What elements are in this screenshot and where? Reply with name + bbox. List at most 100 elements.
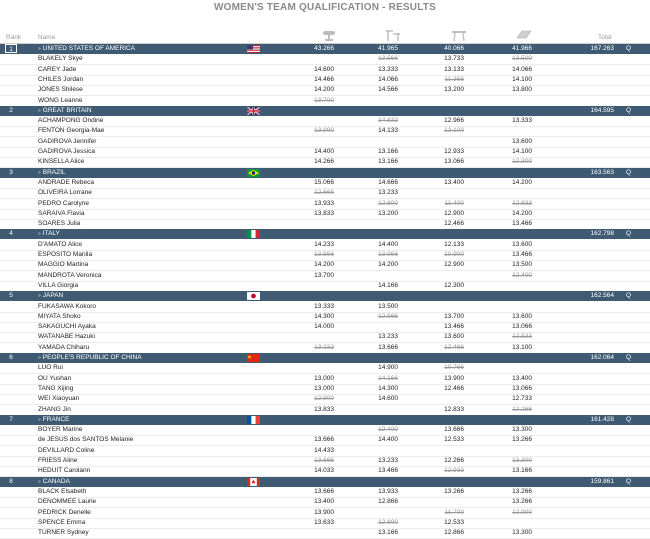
score-cell: 13.200 xyxy=(444,86,464,94)
athlete-row[interactable]: TURNER Sydney 13.166 12.866 13.300 xyxy=(0,528,650,539)
score-cell: 12.566 xyxy=(378,312,398,320)
score-cell: 14.566 xyxy=(378,86,398,94)
athlete-row[interactable]: GADIROVA Jessica 14.400 13.166 12.933 14.100 xyxy=(0,147,650,158)
team-total: 159.861 xyxy=(590,477,615,485)
athlete-name: LUO Rui xyxy=(38,364,63,372)
score-cell: 12.533 xyxy=(512,333,532,341)
athlete-row[interactable]: PEDRO Carolyne 13.933 12.800 11.400 12.833 xyxy=(0,199,650,210)
score-cell: 13.233 xyxy=(314,343,334,351)
athlete-row[interactable]: JONES Shilese 14.200 14.566 13.200 13.800 xyxy=(0,85,650,97)
athlete-row[interactable]: FRIESS Aline 13.666 13.233 12.266 13.300 xyxy=(0,456,650,467)
score-cell: 13.466 xyxy=(444,323,464,331)
team-row[interactable]: 2 » GREAT BRITAIN 164.595 Q xyxy=(0,105,650,116)
team-total: 161.428 xyxy=(590,415,615,423)
athlete-name: FUKASAWA Kokoro xyxy=(38,302,97,310)
athlete-row[interactable]: MAGGIO Martina 14.200 14.200 12.900 13.500 xyxy=(0,260,650,272)
athlete-row[interactable]: FUKASAWA Kokoro 13.333 13.500 xyxy=(0,302,650,313)
athlete-row[interactable]: FENTON Georgia-Mae 13.900 14.133 13.100 xyxy=(0,126,650,138)
score-cell: 12.400 xyxy=(378,426,398,434)
score-cell: 14.100 xyxy=(512,75,532,83)
name-header: Name xyxy=(38,34,56,41)
team-row[interactable]: 6 » PEOPLE'S REPUBLIC OF CHINA 162.064 Q xyxy=(0,353,650,363)
score-cell: 13.466 xyxy=(378,467,398,475)
athlete-row[interactable]: CAREY Jade 14.600 13.333 13.133 14.066 xyxy=(0,65,650,76)
athlete-row[interactable]: WEI Xiaoyuan 12.900 14.600 12.733 xyxy=(0,394,650,406)
athlete-name: MIYATA Shoko xyxy=(38,312,81,320)
athlete-row[interactable]: BLAKELY Skye 13.566 13.733 13.500 xyxy=(0,54,650,66)
score-cell: 14.233 xyxy=(314,240,334,248)
team-row[interactable]: 3 » BRAZIL 163.563 Q xyxy=(0,167,650,178)
athlete-name: ZHANG Jin xyxy=(38,405,71,413)
athlete-name: DENOMMEE Laurie xyxy=(38,498,97,506)
team-row[interactable]: 4 » ITALY 162.798 Q xyxy=(0,229,650,240)
athlete-row[interactable]: DEVILLARD Coline 14.433 xyxy=(0,446,650,457)
athlete-row[interactable]: BLACK Elsabeth 13.666 13.933 13.266 13.266 xyxy=(0,487,650,498)
athlete-row[interactable]: WATANABE Hazuki 13.233 13.600 12.533 xyxy=(0,332,650,344)
table-header: Rank Name Total xyxy=(0,27,650,44)
athlete-name: D'AMATO Alice xyxy=(38,240,82,248)
athlete-row[interactable]: de JESUS dos SANTOS Melanie 13.666 14.400 1… xyxy=(0,435,650,447)
score-cell: 13.733 xyxy=(444,55,464,63)
team-row[interactable]: 7 » FRANCE 161.428 Q xyxy=(0,414,650,425)
score-cell: 13.066 xyxy=(444,158,464,166)
athlete-row[interactable]: ACHAMPONG Ondine 14.833 12.966 13.333 xyxy=(0,116,650,128)
athlete-row[interactable]: BOYER Marine 12.400 13.666 13.300 xyxy=(0,425,650,437)
score-cell: 10.900 xyxy=(444,251,464,258)
score-cell: 13.266 xyxy=(512,487,532,495)
score-cell: 14.200 xyxy=(314,261,334,269)
athlete-row[interactable]: MIYATA Shoko 14.300 12.566 13.700 13.600 xyxy=(0,312,650,323)
rank-header: Rank xyxy=(6,34,22,41)
team-row[interactable]: 5 » JAPAN 162.564 Q xyxy=(0,291,650,302)
score-cell: 13.166 xyxy=(512,467,532,475)
athlete-row[interactable]: OLIVEIRA Lorrane 12.666 13.233 xyxy=(0,188,650,200)
athlete-name: OLIVEIRA Lorrane xyxy=(38,189,92,197)
athlete-name: BLAKELY Skye xyxy=(38,55,83,63)
score-cell: 13.666 xyxy=(378,343,398,351)
score-cell: 13.600 xyxy=(444,333,464,341)
team-row[interactable]: 8 » CANADA 159.861 Q xyxy=(0,476,650,487)
athlete-row[interactable]: SARAIVA Flavia 13.833 13.200 12.900 14.200 xyxy=(0,209,650,220)
score-cell: 14.300 xyxy=(378,384,398,392)
athlete-row[interactable]: D'AMATO Alice 14.233 14.400 12.133 13.600 xyxy=(0,240,650,251)
athlete-name: PEDRO Carolyne xyxy=(38,199,89,207)
score-cell: 13.833 xyxy=(314,209,334,217)
score-cell: 12.400 xyxy=(512,271,532,279)
athlete-row[interactable]: MANDROTA Veronica 13.700 12.400 xyxy=(0,271,650,282)
team-name-cell: » GREAT BRITAIN xyxy=(38,106,92,116)
athlete-row[interactable]: DENOMMEE Laurie 13.400 12.866 13.266 xyxy=(0,497,650,509)
athlete-name: ANDRADE Rebeca xyxy=(38,178,94,186)
score-cell: 14.200 xyxy=(512,209,532,217)
athlete-row[interactable]: ANDRADE Rebeca 15.066 14.666 13.400 14.200 xyxy=(0,178,650,189)
athlete-name: SARAIVA Flavia xyxy=(38,209,85,217)
athlete-row[interactable]: TANG Xijing 13.000 14.300 12.466 13.066 xyxy=(0,384,650,395)
athlete-name: WATANABE Hazuki xyxy=(38,333,95,341)
athlete-row[interactable]: SAKAGUCHI Ayaka 14.000 13.466 13.066 xyxy=(0,322,650,334)
score-cell: 14.666 xyxy=(378,178,398,186)
team-name: UNITED STATES OF AMERICA xyxy=(42,45,135,52)
team-rank: 3 xyxy=(9,168,13,176)
score-cell: 12.133 xyxy=(444,240,464,248)
athlete-row[interactable]: OU Yushan 13.000 14.166 13.900 13.400 xyxy=(0,374,650,385)
athlete-row[interactable]: PEDRICK Denelle 13.900 11.700 12.900 xyxy=(0,508,650,519)
vault-icon xyxy=(323,31,335,41)
athlete-row[interactable]: LUO Rui 14.900 10.766 xyxy=(0,363,650,375)
score-cell: 12.900 xyxy=(444,261,464,269)
score-cell: 14.266 xyxy=(314,158,334,166)
team-name: GREAT BRITAIN xyxy=(42,106,92,114)
score-cell: 14.066 xyxy=(378,75,398,83)
athlete-row[interactable]: CHILES Jordan 14.466 14.066 11.366 14.100 xyxy=(0,75,650,86)
score-cell: 14.900 xyxy=(378,364,398,372)
athlete-row[interactable]: ESPOSITO Manila 13.566 13.966 10.900 13.466 xyxy=(0,250,650,261)
expand-icon: » xyxy=(38,478,41,485)
team-row[interactable]: 1 » UNITED STATES OF AMERICA 43.266 41.965 40… xyxy=(0,44,650,54)
qualified-badge: Q xyxy=(626,168,632,176)
score-cell: 12.900 xyxy=(444,209,464,217)
team-name-cell: » FRANCE xyxy=(38,415,70,425)
expand-icon: » xyxy=(38,169,41,176)
score-cell: 14.200 xyxy=(314,86,334,94)
score-cell: 12.800 xyxy=(378,199,398,207)
athlete-row[interactable]: GADIROVA Jennifer 13.600 xyxy=(0,137,650,148)
athlete-row[interactable]: SPENCE Emma 13.633 12.800 12.533 xyxy=(0,518,650,529)
team-name-cell: » UNITED STATES OF AMERICA xyxy=(38,44,135,54)
score-cell: 13.233 xyxy=(378,457,398,464)
